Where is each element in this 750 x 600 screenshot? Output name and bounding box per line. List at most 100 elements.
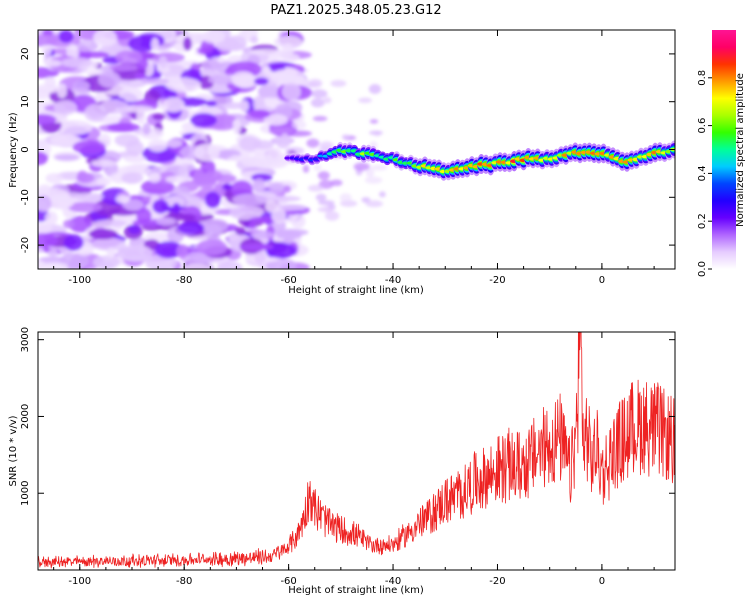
noise-blob — [361, 197, 371, 203]
noise-blob — [115, 50, 143, 65]
noise-blob — [114, 133, 140, 147]
noise-blob — [47, 249, 58, 257]
noise-blob — [107, 122, 141, 132]
noise-blob — [152, 52, 185, 63]
figure-title: PAZ1.2025.348.05.23.G12 — [270, 3, 441, 18]
noise-blob — [195, 173, 217, 189]
noise-blob — [58, 30, 74, 43]
noise-blob — [306, 138, 320, 148]
snr-line-group — [38, 332, 675, 569]
noise-blob — [274, 35, 303, 49]
spectrogram-y-tick-label: -10 — [20, 189, 31, 205]
snr-x-tick-label: -60 — [280, 576, 296, 587]
noise-blob — [166, 139, 183, 148]
noise-blob — [280, 133, 289, 145]
colorbar-tick-label: 0.4 — [697, 165, 708, 181]
noise-blob — [99, 99, 129, 114]
noise-blob — [72, 140, 106, 154]
noise-blob — [257, 84, 282, 100]
noise-blob — [254, 251, 266, 264]
noise-blob — [63, 234, 84, 251]
noise-blob — [154, 241, 183, 259]
spectrogram-y-ticks: -20 -10 0 10 20 — [20, 48, 675, 253]
spectrogram-signal-trace — [284, 140, 675, 181]
noise-blob — [91, 159, 117, 167]
noise-blob — [369, 130, 383, 135]
noise-blob — [41, 45, 53, 55]
noise-blob — [148, 172, 161, 183]
colorbar-ticks: 0.0 0.2 0.4 0.6 0.8 — [697, 70, 712, 277]
noise-blob — [250, 231, 275, 239]
noise-blob — [229, 205, 265, 220]
noise-blob — [38, 151, 48, 166]
noise-blob — [136, 207, 152, 224]
noise-blob — [94, 219, 127, 228]
noise-blob — [61, 57, 93, 68]
noise-blob — [364, 176, 383, 184]
snr-x-tick-label: -20 — [489, 576, 505, 587]
noise-blob — [77, 170, 88, 182]
noise-blob — [325, 211, 340, 221]
noise-blob — [268, 127, 295, 135]
noise-blob — [115, 194, 130, 204]
noise-blob — [267, 195, 301, 202]
noise-blob — [271, 208, 287, 224]
noise-blob — [152, 199, 169, 214]
noise-blob — [88, 228, 118, 240]
noise-blob — [315, 193, 327, 201]
noise-blob — [222, 183, 234, 190]
snr-y-tick-label: 2000 — [20, 404, 31, 429]
noise-blob — [109, 64, 138, 72]
noise-blob — [365, 168, 375, 178]
noise-blob — [365, 200, 383, 208]
noise-blob — [79, 51, 110, 58]
noise-blob — [57, 120, 93, 135]
noise-blob — [93, 255, 120, 269]
noise-blob — [63, 219, 75, 229]
spectrogram-y-tick-label: 10 — [20, 95, 31, 108]
snr-y-tick-label: 3000 — [20, 327, 31, 352]
noise-blob — [201, 30, 226, 44]
noise-blob — [235, 227, 246, 235]
noise-blob — [121, 172, 144, 184]
noise-blob — [57, 83, 67, 99]
noise-blob — [165, 77, 202, 93]
spectrogram-x-ticks: -100 -80 -60 -40 -20 0 — [53, 30, 655, 286]
colorbar-gradient-bar — [712, 30, 736, 269]
snr-y-axis-label: SNR (10 * v/v) — [8, 415, 19, 486]
noise-blob — [183, 36, 192, 51]
noise-blob — [282, 43, 294, 57]
noise-blob — [117, 165, 151, 176]
noise-blob — [38, 114, 57, 125]
noise-blob — [38, 84, 61, 94]
noise-blob — [98, 70, 121, 88]
spectrogram-x-tick-label: -20 — [489, 275, 505, 286]
noise-blob — [232, 118, 242, 135]
noise-blob — [141, 78, 170, 85]
noise-blob — [136, 108, 146, 125]
noise-blob — [123, 155, 146, 163]
noise-blob — [273, 228, 309, 236]
snr-frame — [37, 331, 676, 571]
noise-blob — [353, 162, 370, 171]
noise-blob — [239, 136, 260, 152]
noise-blob — [67, 201, 103, 213]
noise-blob — [91, 237, 127, 251]
noise-blob — [93, 30, 117, 47]
noise-blob — [222, 102, 246, 110]
snr-y-tick-label: 1000 — [20, 480, 31, 505]
noise-blob — [266, 147, 283, 165]
snr-panel: -100 -80 -60 -40 -20 0 1000 2000 3000 Height of… — [8, 327, 676, 596]
snr-x-tick-label: -80 — [176, 576, 192, 587]
noise-blob — [317, 206, 334, 213]
noise-blob — [252, 178, 266, 193]
snr-x-ticks: -100 -80 -60 -40 -20 0 — [53, 332, 655, 587]
noise-blob — [222, 43, 246, 50]
noise-blob — [172, 202, 181, 215]
noise-blob — [53, 100, 78, 115]
noise-blob — [201, 59, 221, 72]
snr-series-line — [38, 332, 675, 569]
noise-blob — [147, 139, 168, 152]
